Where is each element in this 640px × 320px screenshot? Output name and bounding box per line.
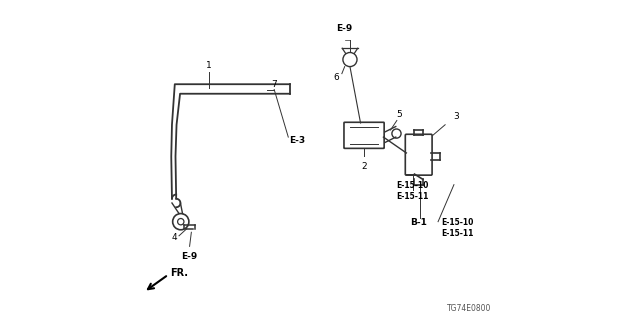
Text: 2: 2: [361, 162, 367, 171]
Text: 6: 6: [333, 73, 339, 82]
Text: E-3: E-3: [289, 136, 305, 145]
Text: 7: 7: [271, 80, 277, 89]
Text: 4: 4: [172, 233, 177, 242]
Text: E-15-10: E-15-10: [442, 218, 474, 227]
Text: 1: 1: [206, 61, 212, 70]
Text: E-15-11: E-15-11: [396, 192, 428, 201]
Text: TG74E0800: TG74E0800: [447, 304, 491, 313]
Text: E-15-10: E-15-10: [396, 181, 428, 190]
Text: FR.: FR.: [170, 268, 188, 278]
Text: E-9: E-9: [337, 24, 353, 33]
Text: E-15-11: E-15-11: [442, 228, 474, 237]
Text: B-1: B-1: [410, 218, 427, 227]
Text: 5: 5: [396, 110, 402, 119]
Text: 3: 3: [453, 112, 459, 121]
Text: E-9: E-9: [182, 252, 198, 261]
